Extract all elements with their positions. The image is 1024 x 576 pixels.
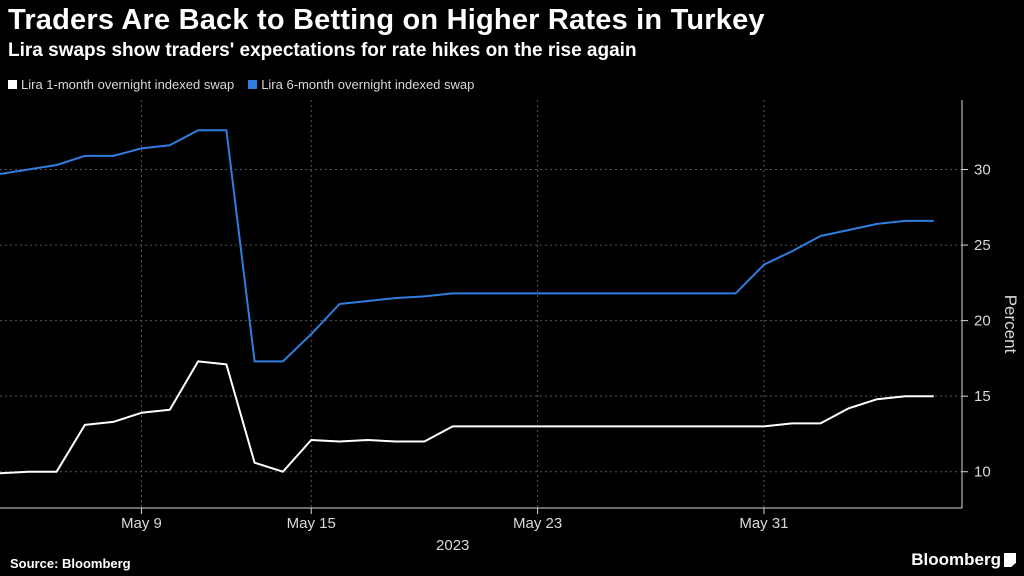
bloomberg-mark-icon [1004, 553, 1016, 567]
legend-label-6m: Lira 6-month overnight indexed swap [261, 77, 475, 92]
y-tick-label: 10 [974, 464, 991, 481]
y-tick-label: 15 [974, 388, 991, 405]
brand-logo: Bloomberg [911, 550, 1016, 570]
chart-title: Traders Are Back to Betting on Higher Ra… [8, 4, 765, 36]
y-tick-label: 20 [974, 313, 991, 330]
series-lines [0, 129, 934, 475]
source-note: Source: Bloomberg [10, 556, 131, 571]
chart-subtitle: Lira swaps show traders' expectations fo… [8, 40, 637, 61]
legend-swatch-1m [8, 80, 17, 89]
series-line-1m [0, 360, 934, 475]
x-tick-label: May 23 [513, 515, 562, 532]
x-tick-label: May 15 [287, 515, 336, 532]
y-axis-title: Percent [1001, 295, 1020, 354]
y-tick-label: 30 [974, 162, 991, 179]
x-year-label: 2023 [436, 537, 469, 554]
legend: Lira 1-month overnight indexed swap Lira… [8, 77, 474, 92]
legend-item-6m: Lira 6-month overnight indexed swap [248, 77, 474, 92]
series-line-6m [0, 129, 934, 363]
grid [0, 100, 962, 508]
x-tick-label: May 9 [121, 515, 162, 532]
x-tick-label: May 31 [739, 515, 788, 532]
legend-label-1m: Lira 1-month overnight indexed swap [21, 77, 235, 92]
axes: 10 15 20 25 30 May 9 May 15 May 23 May 31 2023 Per… [0, 100, 1020, 554]
brand-name: Bloomberg [911, 550, 1001, 569]
legend-item-1m: Lira 1-month overnight indexed swap [8, 77, 234, 92]
y-tick-label: 25 [974, 237, 991, 254]
legend-swatch-6m [248, 80, 258, 89]
